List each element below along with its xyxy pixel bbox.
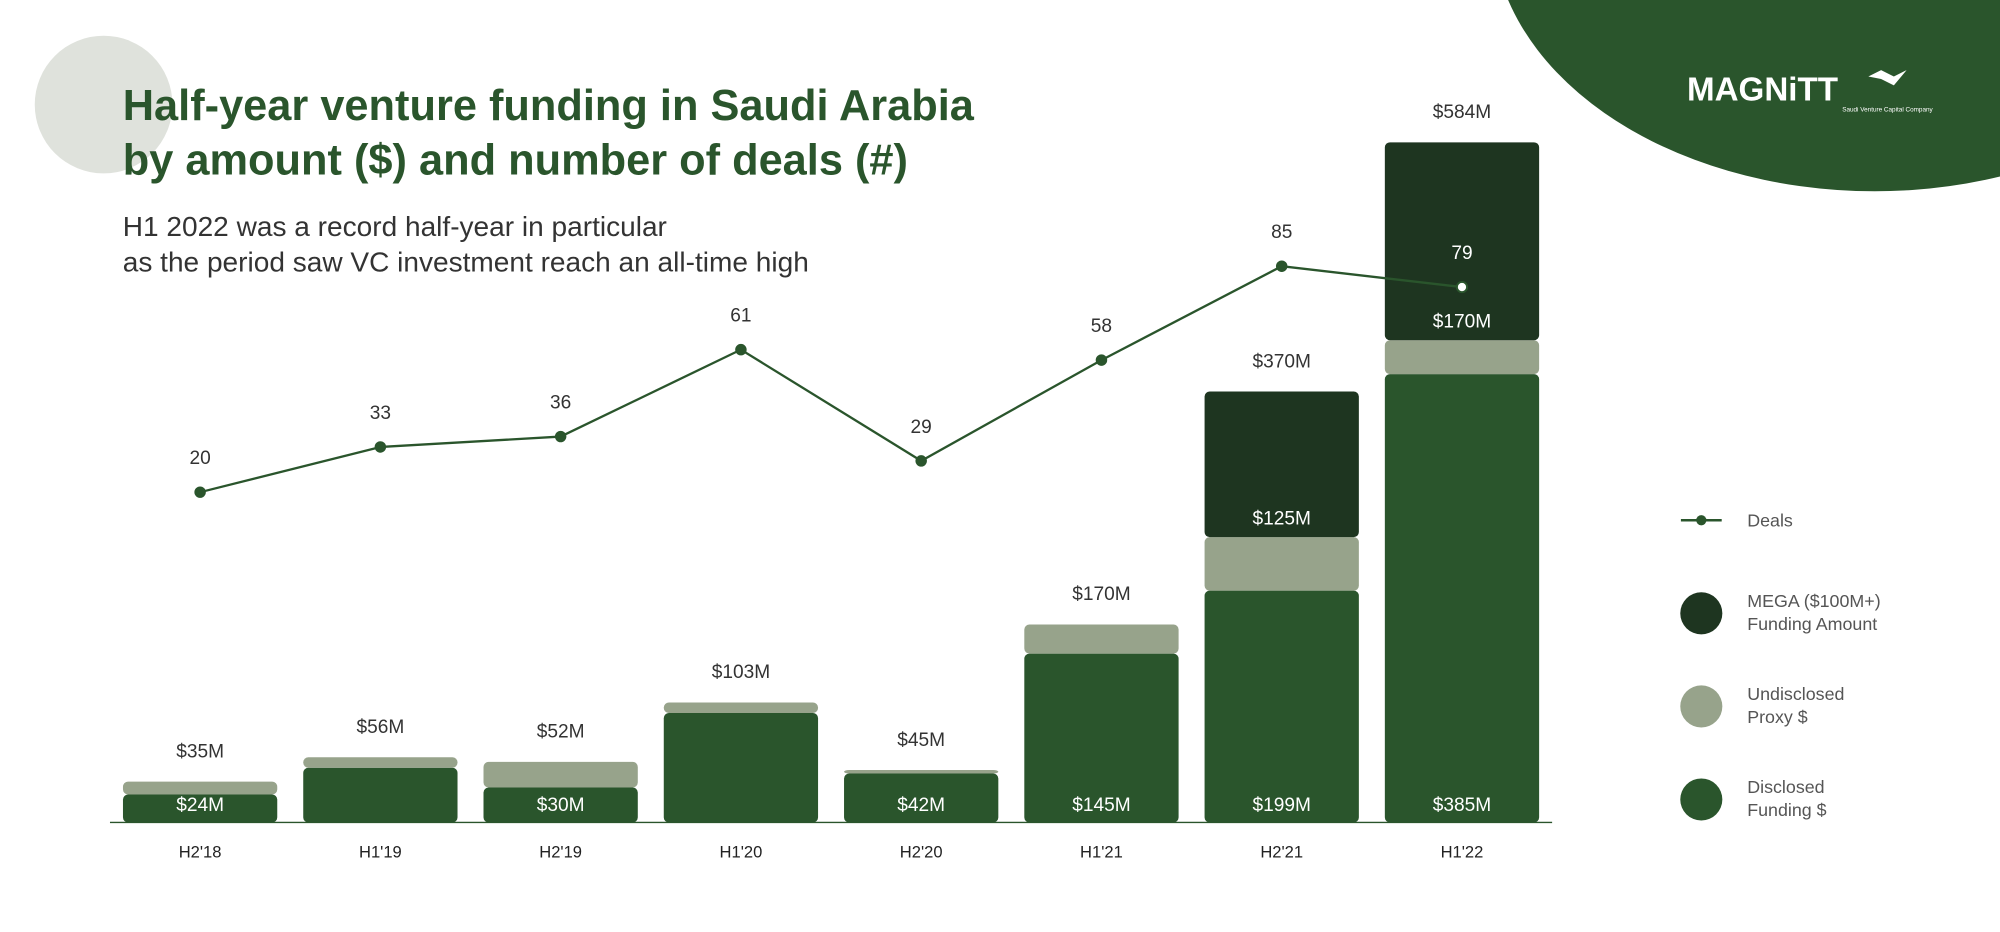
- deal-label: 29: [911, 417, 932, 438]
- x-tick-label: H1'19: [359, 842, 402, 861]
- total-label: $170M: [1072, 584, 1130, 605]
- line-point: [1095, 354, 1108, 366]
- legend-label: Deals: [1747, 510, 1793, 531]
- bar-segment: [122, 794, 278, 823]
- legend-label: Undisclosed Proxy $: [1747, 683, 1845, 727]
- legend-box: MEGA ($100M+) Funding Amount: [1747, 590, 1881, 634]
- bar-segment: [303, 757, 458, 768]
- legend-swatch: [1680, 778, 1723, 821]
- bar-segment: [483, 761, 638, 788]
- value-label: $30M: [537, 795, 585, 816]
- bar-segment: [663, 702, 819, 713]
- deal-label: 85: [1271, 222, 1292, 243]
- line-point: [1456, 281, 1468, 293]
- total-label: $103M: [712, 662, 770, 683]
- deal-label: 33: [370, 403, 391, 424]
- value-label: $385M: [1433, 795, 1491, 816]
- legend-swatch: [1680, 685, 1723, 728]
- title-box: Half-year venture funding in Saudi Arabi…: [122, 81, 974, 185]
- value-label: $170M: [1433, 311, 1491, 332]
- x-tick-label: H2'20: [900, 842, 943, 861]
- line-point: [374, 441, 387, 453]
- legend-box: Deals: [1747, 510, 1793, 531]
- bar-segment: [1204, 537, 1359, 591]
- bar-segment: [1204, 590, 1359, 823]
- line-point-ring: [1455, 281, 1469, 294]
- value-label: $125M: [1252, 508, 1310, 529]
- line-point: [554, 430, 567, 443]
- value-label: $24M: [176, 795, 224, 816]
- chart-title: Half-year venture funding in Saudi Arabi…: [122, 81, 974, 185]
- decor-circle: [34, 35, 173, 174]
- legend-dot: [1696, 515, 1707, 526]
- total-label: $45M: [897, 730, 945, 751]
- bar-segment: [844, 773, 999, 823]
- total-label: $370M: [1252, 351, 1310, 372]
- bar-segment: [663, 712, 819, 823]
- legend-box: Disclosed Funding $: [1747, 776, 1827, 820]
- total-label: $35M: [176, 741, 224, 762]
- decor-corner: [1508, 0, 2000, 192]
- value-label: $145M: [1072, 795, 1130, 816]
- bar-segment: [483, 787, 638, 823]
- line-point: [194, 486, 206, 498]
- x-tick-label: H1'22: [1441, 842, 1484, 861]
- deal-label: 36: [550, 392, 571, 413]
- x-tick-label: H1'20: [720, 842, 763, 861]
- x-tick-label: H2'21: [1260, 842, 1303, 861]
- subtitle-box: H1 2022 was a record half-year in partic…: [122, 210, 809, 278]
- bar-segment: [1384, 374, 1540, 823]
- bar-segment: [122, 781, 278, 795]
- total-label: $584M: [1433, 102, 1491, 123]
- x-tick-label: H1'21: [1080, 842, 1123, 861]
- value-label: $199M: [1252, 795, 1310, 816]
- deal-label: 61: [730, 306, 751, 327]
- x-tick-label: H2'19: [539, 842, 582, 861]
- bar-segment: [1384, 340, 1540, 375]
- legend-swatch: [1680, 592, 1723, 635]
- bar-segment: [1384, 142, 1540, 341]
- bar-segment: [1024, 653, 1179, 823]
- deal-label: 58: [1091, 316, 1112, 337]
- total-label: $56M: [356, 717, 404, 738]
- line-point: [915, 455, 927, 467]
- logo: MAGNiTT: [1687, 72, 1838, 109]
- bar-segment: [844, 770, 999, 774]
- chart-subtitle: H1 2022 was a record half-year in partic…: [122, 210, 809, 278]
- line: [199, 265, 1463, 494]
- legend-box: Undisclosed Proxy $: [1747, 683, 1845, 727]
- legend-label: Disclosed Funding $: [1747, 776, 1827, 820]
- deal-label: 20: [189, 448, 210, 469]
- deal-label: 79: [1451, 243, 1472, 264]
- bar-segment: [1204, 391, 1359, 538]
- line-point: [1275, 260, 1288, 272]
- line-point: [735, 343, 747, 356]
- legend-label: MEGA ($100M+) Funding Amount: [1747, 590, 1881, 634]
- total-label: $52M: [537, 722, 585, 743]
- value-label: $42M: [897, 795, 945, 816]
- bar-segment: [303, 767, 458, 823]
- partner-logo: Saudi Venture Capital Company: [1842, 106, 1933, 113]
- x-tick-label: H2'18: [179, 842, 222, 861]
- bar-segment: [1024, 624, 1179, 654]
